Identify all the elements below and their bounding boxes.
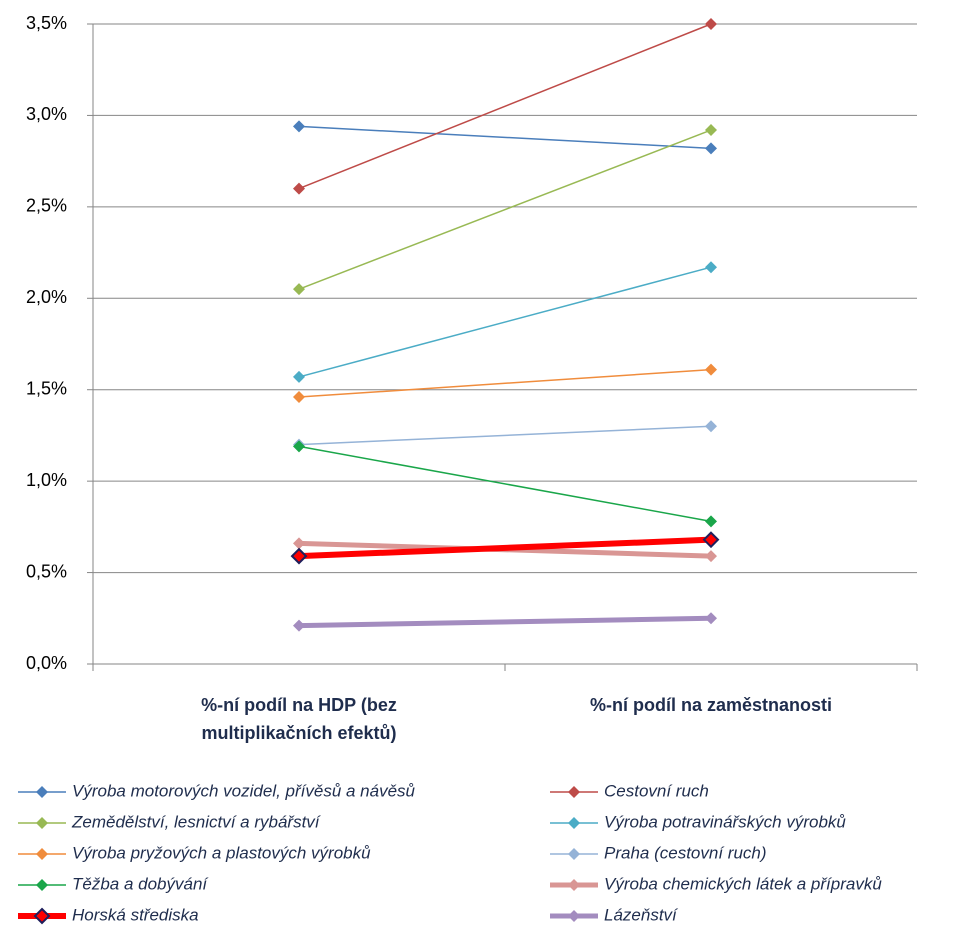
series-line bbox=[298, 23, 712, 190]
marker bbox=[705, 142, 717, 155]
marker bbox=[705, 550, 717, 563]
series-line bbox=[298, 368, 712, 398]
marker bbox=[705, 18, 717, 30]
legend-label: Výroba potravinářských výrobků bbox=[604, 812, 846, 831]
y-tick-label: 1,5% bbox=[26, 378, 67, 398]
marker bbox=[705, 363, 717, 376]
x-tick-label: %-ní podíl na zaměstnanosti bbox=[590, 695, 832, 715]
y-tick-label: 3,5% bbox=[26, 13, 67, 33]
marker bbox=[705, 515, 717, 528]
y-tick-label: 2,5% bbox=[26, 196, 67, 216]
marker bbox=[293, 182, 305, 195]
series-line bbox=[298, 266, 712, 378]
series-line bbox=[298, 615, 712, 629]
legend-marker bbox=[568, 910, 580, 922]
marker bbox=[293, 283, 305, 296]
legend-label: Horská střediska bbox=[72, 905, 199, 924]
y-tick-label: 1,0% bbox=[26, 470, 67, 490]
legend-marker bbox=[568, 848, 580, 860]
legend-marker bbox=[36, 817, 48, 829]
series-line bbox=[298, 125, 712, 150]
marker bbox=[293, 391, 305, 404]
marker bbox=[290, 547, 308, 565]
marker bbox=[702, 531, 720, 549]
legend-marker bbox=[36, 879, 48, 891]
marker bbox=[705, 612, 717, 625]
legend-label: Lázeňství bbox=[604, 905, 679, 924]
y-tick-label: 0,0% bbox=[26, 653, 67, 673]
series-line bbox=[298, 425, 712, 446]
legend-label: Zemědělství, lesnictví a rybářství bbox=[71, 812, 322, 831]
legend-marker bbox=[568, 817, 580, 829]
y-tick-label: 2,0% bbox=[26, 287, 67, 307]
series-line bbox=[298, 129, 712, 290]
marker bbox=[293, 440, 305, 453]
series-line bbox=[298, 445, 712, 523]
legend-label: Praha (cestovní ruch) bbox=[604, 843, 767, 862]
legend-marker bbox=[568, 786, 580, 798]
y-tick-label: 0,5% bbox=[26, 561, 67, 581]
legend-marker bbox=[36, 786, 48, 798]
x-tick-label: %-ní podíl na HDP (bez multiplikačních ef… bbox=[201, 695, 397, 743]
marker bbox=[293, 537, 305, 550]
series-line bbox=[298, 536, 712, 560]
marker bbox=[705, 124, 717, 137]
legend-label: Výroba pryžových a plastových výrobků bbox=[72, 843, 371, 862]
legend-marker bbox=[36, 848, 48, 860]
legend-label: Výroba chemických látek a přípravků bbox=[604, 874, 882, 893]
marker bbox=[293, 619, 305, 632]
legend-marker bbox=[33, 907, 51, 925]
marker bbox=[293, 120, 305, 133]
legend-marker bbox=[568, 879, 580, 891]
legend-label: Cestovní ruch bbox=[604, 781, 709, 800]
legend-label: Výroba motorových vozidel, přívěsů a náv… bbox=[72, 781, 416, 800]
marker bbox=[705, 261, 717, 274]
marker bbox=[705, 420, 717, 433]
y-tick-label: 3,0% bbox=[26, 104, 67, 124]
legend-label: Těžba a dobývání bbox=[72, 874, 209, 893]
marker bbox=[293, 370, 305, 383]
